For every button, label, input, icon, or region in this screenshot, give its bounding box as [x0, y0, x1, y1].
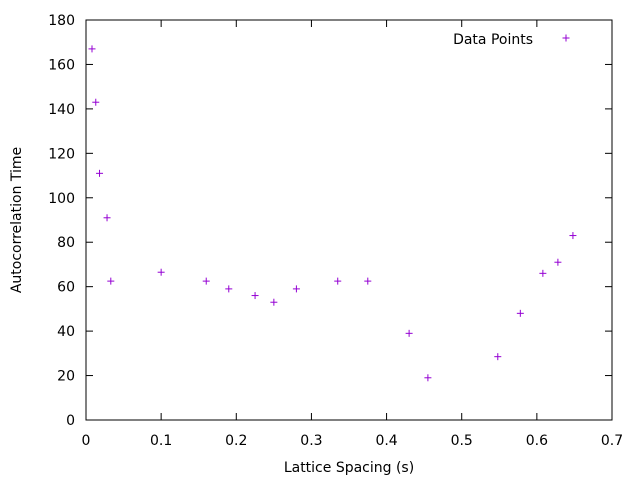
data-point — [292, 285, 300, 293]
data-point — [251, 292, 259, 300]
data-point — [96, 169, 104, 177]
data-point — [516, 309, 524, 317]
data-point — [103, 214, 111, 222]
data-point — [405, 329, 413, 337]
data-point — [554, 258, 562, 266]
legend-label: Data Points — [453, 32, 533, 48]
x-tick-label: 0.1 — [150, 433, 172, 449]
x-tick-label: 0.3 — [300, 433, 322, 449]
y-tick-label: 140 — [48, 102, 75, 118]
ticks-group: 0 0.1 0.2 0.3 0.4 0.5 0.6 0.7 0 20 40 60 80 100 120 140… — [48, 13, 623, 449]
data-points-group — [88, 45, 577, 382]
x-tick-label: 0.5 — [451, 433, 473, 449]
data-point — [569, 232, 577, 240]
legend-marker — [562, 34, 570, 42]
y-tick-label: 120 — [48, 146, 75, 162]
data-point — [539, 269, 547, 277]
plot-frame — [85, 19, 613, 421]
y-tick-label: 60 — [57, 280, 75, 296]
data-point — [225, 285, 233, 293]
data-point — [424, 374, 432, 382]
data-point — [494, 353, 502, 361]
x-axis-label: Lattice Spacing (s) — [284, 460, 414, 476]
axes-group — [85, 19, 613, 421]
data-point — [364, 277, 372, 285]
y-tick-label: 160 — [48, 57, 75, 73]
x-tick-label: 0 — [82, 433, 91, 449]
y-tick-label: 80 — [57, 235, 75, 251]
y-axis-label: Autocorrelation Time — [9, 147, 25, 293]
x-tick-label: 0.7 — [601, 433, 623, 449]
data-point — [270, 298, 278, 306]
x-tick-label: 0.2 — [225, 433, 247, 449]
y-tick-label: 20 — [57, 369, 75, 385]
data-point — [334, 277, 342, 285]
x-tick-label: 0.4 — [375, 433, 397, 449]
legend-marker-symbol — [562, 34, 570, 42]
y-tick-label: 40 — [57, 324, 75, 340]
legend: Data Points — [453, 32, 570, 48]
data-point — [107, 277, 115, 285]
y-tick-label: 0 — [66, 413, 75, 429]
data-point — [92, 98, 100, 106]
data-point — [88, 45, 96, 53]
y-tick-label: 100 — [48, 191, 75, 207]
y-tick-label: 180 — [48, 13, 75, 29]
data-point — [157, 268, 165, 276]
x-tick-label: 0.6 — [526, 433, 548, 449]
data-point — [202, 277, 210, 285]
